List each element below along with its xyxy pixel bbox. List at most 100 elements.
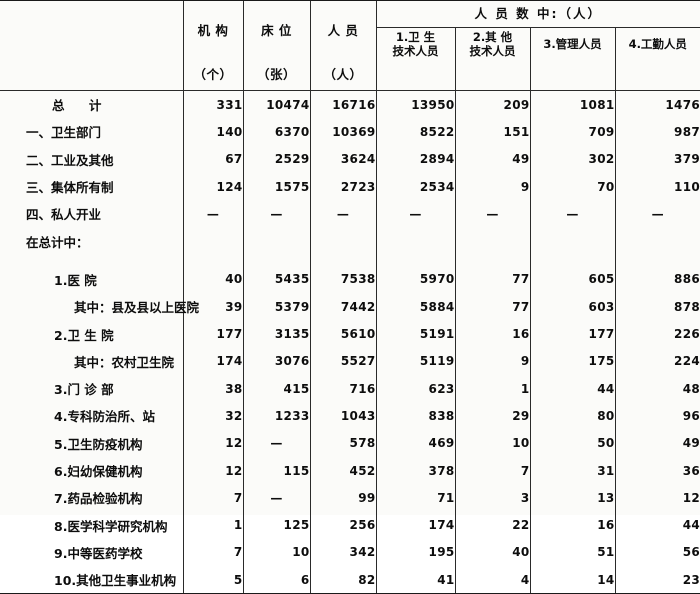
- row-label: 二、工业及其他: [0, 146, 183, 173]
- cell-other-tech: 209: [455, 91, 530, 119]
- header-col-org-unit: （个）: [183, 60, 243, 91]
- cell-bed: 3135: [243, 320, 310, 347]
- cell-bed: 6370: [243, 118, 310, 145]
- row-label: 4.专科防治所、站: [0, 402, 183, 429]
- cell-health-tech: 5970: [376, 266, 455, 293]
- cell-health-tech: 2894: [376, 146, 455, 173]
- row-label: 其中：县及县以上医院: [0, 293, 183, 320]
- cell-management: 709: [530, 118, 615, 145]
- row-label: 其中：农村卫生院: [0, 348, 183, 375]
- cell-org: 38: [183, 375, 243, 402]
- header-unit-p3: [530, 60, 615, 91]
- cell-support: 49: [615, 430, 700, 457]
- row-label: 1.医 院: [0, 266, 183, 293]
- cell-support: 1476: [615, 91, 700, 119]
- cell-staff: 7442: [310, 293, 376, 320]
- cell-other-tech: 77: [455, 293, 530, 320]
- cell-support: —: [615, 200, 700, 227]
- header-col-staff-name: 人 员: [310, 1, 376, 61]
- table-header: 机 构 床 位 人 员 人 员 数 中:（人） 1.卫 生 技术人员 2.其 他…: [0, 1, 700, 91]
- cell-support: 23: [615, 566, 700, 594]
- cell-org: 12: [183, 430, 243, 457]
- spacer-cell: [530, 255, 615, 266]
- cell-staff: 10369: [310, 118, 376, 145]
- cell-health-tech: 5884: [376, 293, 455, 320]
- header-subcol-other-tech-line1: 2.其 他: [456, 30, 530, 44]
- cell-bed: 10: [243, 539, 310, 566]
- cell-staff: 2723: [310, 173, 376, 200]
- cell-staff: 7538: [310, 266, 376, 293]
- header-subcol-management-line1: 3.管理人员: [531, 37, 615, 51]
- row-label: 5.卫生防疫机构: [0, 430, 183, 457]
- cell-org: 40: [183, 266, 243, 293]
- cell-staff: —: [310, 200, 376, 227]
- cell-support: 226: [615, 320, 700, 347]
- cell-other-tech: 9: [455, 348, 530, 375]
- cell-other-tech: 29: [455, 402, 530, 429]
- cell-health-tech: 13950: [376, 91, 455, 119]
- cell-support: 878: [615, 293, 700, 320]
- cell-support: [615, 227, 700, 254]
- cell-health-tech: 195: [376, 539, 455, 566]
- cell-bed: 6: [243, 566, 310, 594]
- spacer-cell: [376, 255, 455, 266]
- row-label: 9.中等医药学校: [0, 539, 183, 566]
- row-label: 10.其他卫生事业机构: [0, 566, 183, 594]
- header-row-units: （个） （张） （人）: [0, 60, 700, 91]
- cell-health-tech: —: [376, 200, 455, 227]
- cell-bed: 125: [243, 511, 310, 538]
- row-label: 8.医学科学研究机构: [0, 511, 183, 538]
- cell-management: 31: [530, 457, 615, 484]
- cell-management: 70: [530, 173, 615, 200]
- header-subcol-management: 3.管理人员: [530, 28, 615, 61]
- header-col-bed-name: 床 位: [243, 1, 310, 61]
- header-subcol-health-tech: 1.卫 生 技术人员: [376, 28, 455, 61]
- cell-bed: 1575: [243, 173, 310, 200]
- row-label: 四、私人开业: [0, 200, 183, 227]
- cell-staff: 452: [310, 457, 376, 484]
- table-spacer-row: [0, 255, 700, 266]
- cell-other-tech: 3: [455, 484, 530, 511]
- cell-other-tech: 4: [455, 566, 530, 594]
- cell-staff: 16716: [310, 91, 376, 119]
- cell-staff: 5527: [310, 348, 376, 375]
- header-unit-corner: [0, 60, 183, 91]
- row-label: 6.妇幼保健机构: [0, 457, 183, 484]
- cell-other-tech: 22: [455, 511, 530, 538]
- header-row-names: 机 构 床 位 人 员 人 员 数 中:（人）: [0, 1, 700, 28]
- cell-support: 379: [615, 146, 700, 173]
- cell-health-tech: 469: [376, 430, 455, 457]
- table-row: 四、私人开业———————: [0, 200, 700, 227]
- header-subcol-other-tech: 2.其 他 技术人员: [455, 28, 530, 61]
- header-unit-p1: [376, 60, 455, 91]
- spacer-cell: [183, 255, 243, 266]
- cell-staff: 716: [310, 375, 376, 402]
- cell-other-tech: [455, 227, 530, 254]
- cell-health-tech: 174: [376, 511, 455, 538]
- cell-health-tech: 5191: [376, 320, 455, 347]
- cell-org: 32: [183, 402, 243, 429]
- header-group-personnel: 人 员 数 中:（人）: [376, 1, 700, 28]
- cell-management: 175: [530, 348, 615, 375]
- cell-management: 603: [530, 293, 615, 320]
- cell-other-tech: 49: [455, 146, 530, 173]
- cell-management: 44: [530, 375, 615, 402]
- cell-management: [530, 227, 615, 254]
- cell-org: 5: [183, 566, 243, 594]
- cell-health-tech: [376, 227, 455, 254]
- cell-org: 7: [183, 539, 243, 566]
- cell-support: 110: [615, 173, 700, 200]
- cell-health-tech: 5119: [376, 348, 455, 375]
- cell-org: 174: [183, 348, 243, 375]
- cell-bed: 3076: [243, 348, 310, 375]
- cell-support: 224: [615, 348, 700, 375]
- cell-other-tech: 1: [455, 375, 530, 402]
- cell-org: 140: [183, 118, 243, 145]
